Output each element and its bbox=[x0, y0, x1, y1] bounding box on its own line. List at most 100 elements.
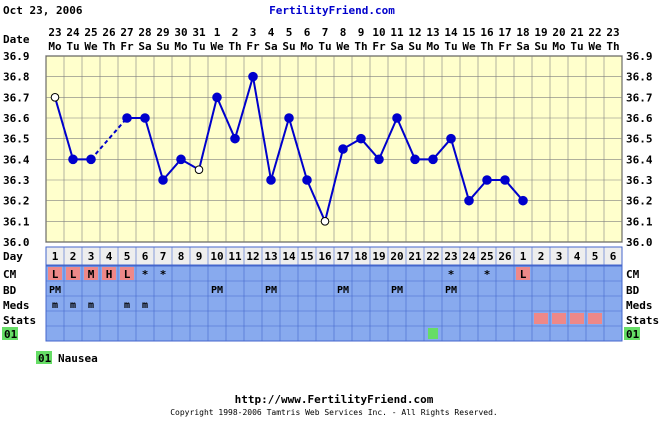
y-tick-label-right: 36.7 bbox=[626, 91, 653, 104]
date-label: 14 bbox=[444, 26, 458, 39]
cm-value: L bbox=[52, 268, 59, 281]
cycle-day-label: 3 bbox=[88, 250, 95, 263]
legend-label: Nausea bbox=[58, 352, 98, 365]
temperature-point bbox=[518, 195, 528, 206]
y-tick-label-right: 36.3 bbox=[626, 174, 653, 187]
temperature-point bbox=[500, 175, 510, 185]
date-row-label: Date bbox=[3, 33, 30, 46]
date-label: 20 bbox=[552, 26, 565, 39]
weekday-label: Fr bbox=[246, 40, 260, 53]
cycle-day-label: 4 bbox=[106, 250, 113, 263]
cycle-day-label: 23 bbox=[444, 250, 457, 263]
cycle-day-label: 14 bbox=[282, 250, 296, 263]
meds-row-label-right: Meds bbox=[626, 299, 653, 312]
date-label: 9 bbox=[358, 26, 365, 39]
cycle-day-label: 8 bbox=[178, 250, 185, 263]
temperature-segment bbox=[378, 117, 398, 160]
weekday-label: Th bbox=[354, 40, 367, 53]
meds-value: m bbox=[70, 300, 76, 311]
meds-value: m bbox=[52, 300, 58, 311]
cycle-day-label: 16 bbox=[318, 250, 332, 263]
date-label: 29 bbox=[156, 26, 169, 39]
temperature-point bbox=[338, 144, 348, 154]
y-tick-label-right: 36.6 bbox=[626, 112, 653, 125]
temperature-segment bbox=[90, 117, 128, 160]
y-tick-label-left: 36.4 bbox=[3, 153, 30, 166]
cm-marker bbox=[120, 267, 134, 280]
weekday-label: Sa bbox=[138, 40, 151, 53]
y-tick-label-left: 36.6 bbox=[3, 112, 30, 125]
symptom-code-badge bbox=[2, 327, 18, 340]
date-label: 5 bbox=[286, 26, 293, 39]
cm-marker bbox=[84, 267, 98, 280]
stats-marker bbox=[588, 313, 602, 324]
weekday-label: Fr bbox=[372, 40, 386, 53]
date-label: 18 bbox=[516, 26, 529, 39]
weekday-label: Tu bbox=[570, 40, 583, 53]
date-label: 23 bbox=[48, 26, 61, 39]
bd-value: PM bbox=[445, 285, 457, 296]
date-label: 16 bbox=[480, 26, 494, 39]
cycle-day-label: 1 bbox=[52, 250, 59, 263]
y-tick-label-right: 36.1 bbox=[626, 215, 653, 228]
date-label: 8 bbox=[340, 26, 347, 39]
meds-value: m bbox=[142, 300, 148, 311]
cm-value: * bbox=[160, 268, 167, 281]
temperature-point bbox=[266, 175, 276, 185]
temperature-segment bbox=[288, 117, 308, 181]
bd-value: PM bbox=[337, 285, 349, 296]
y-tick-label-right: 36.5 bbox=[626, 133, 653, 146]
temperature-point bbox=[410, 154, 420, 165]
legend-code: 01 bbox=[38, 352, 52, 365]
bd-value: PM bbox=[211, 285, 223, 296]
temperature-point bbox=[482, 175, 492, 185]
cm-value: * bbox=[448, 268, 455, 281]
stats-marker bbox=[534, 313, 548, 324]
weekday-label: Sa bbox=[516, 40, 529, 53]
cycle-day-label: 18 bbox=[354, 250, 367, 263]
cycle-day-label: 7 bbox=[160, 250, 167, 263]
weekday-label: We bbox=[210, 40, 224, 53]
stats-marker bbox=[570, 313, 584, 324]
date-label: 24 bbox=[66, 26, 80, 39]
temperature-point bbox=[122, 113, 132, 123]
temperature-point bbox=[140, 113, 150, 123]
cm-marker bbox=[516, 267, 530, 280]
weekday-label: Sa bbox=[390, 40, 403, 53]
temperature-segment bbox=[324, 148, 344, 222]
cm-value: * bbox=[484, 268, 491, 281]
cycle-day-label: 13 bbox=[264, 250, 277, 263]
y-tick-label-right: 36.4 bbox=[626, 153, 653, 166]
footer-url[interactable]: http://www.FertilityFriend.com bbox=[235, 393, 434, 406]
temperature-segment bbox=[270, 117, 290, 181]
date-label: 1 bbox=[214, 26, 221, 39]
temperature-point bbox=[284, 113, 294, 123]
cm-value: H bbox=[106, 268, 113, 281]
cm-marker bbox=[48, 267, 62, 280]
date-label: 27 bbox=[120, 26, 133, 39]
weekday-label: Mo bbox=[174, 40, 188, 53]
cycle-day-label: 2 bbox=[70, 250, 77, 263]
temperature-segment bbox=[144, 117, 164, 181]
cycle-day-label: 26 bbox=[498, 250, 512, 263]
temperature-point bbox=[320, 217, 330, 226]
cm-row-label-right: CM bbox=[626, 268, 640, 281]
temperature-segment bbox=[306, 179, 326, 222]
y-tick-label-right: 36.2 bbox=[626, 195, 653, 208]
bd-value: PM bbox=[391, 285, 403, 296]
weekday-label: We bbox=[588, 40, 602, 53]
temperature-segment bbox=[396, 117, 416, 160]
cm-marker bbox=[66, 267, 80, 280]
date-label: 7 bbox=[322, 26, 329, 39]
weekday-label: Mo bbox=[426, 40, 440, 53]
cycle-day-label: 25 bbox=[480, 250, 493, 263]
cycle-day-label: 11 bbox=[228, 250, 242, 263]
date-label: 30 bbox=[174, 26, 187, 39]
cm-row-label: CM bbox=[3, 268, 17, 281]
temperature-point bbox=[86, 154, 96, 165]
cm-value: M bbox=[88, 268, 95, 281]
day-row-label: Day bbox=[3, 250, 23, 263]
cm-value: L bbox=[520, 268, 527, 281]
weekday-label: Mo bbox=[48, 40, 62, 53]
site-title[interactable]: FertilityFriend.com bbox=[269, 4, 395, 17]
